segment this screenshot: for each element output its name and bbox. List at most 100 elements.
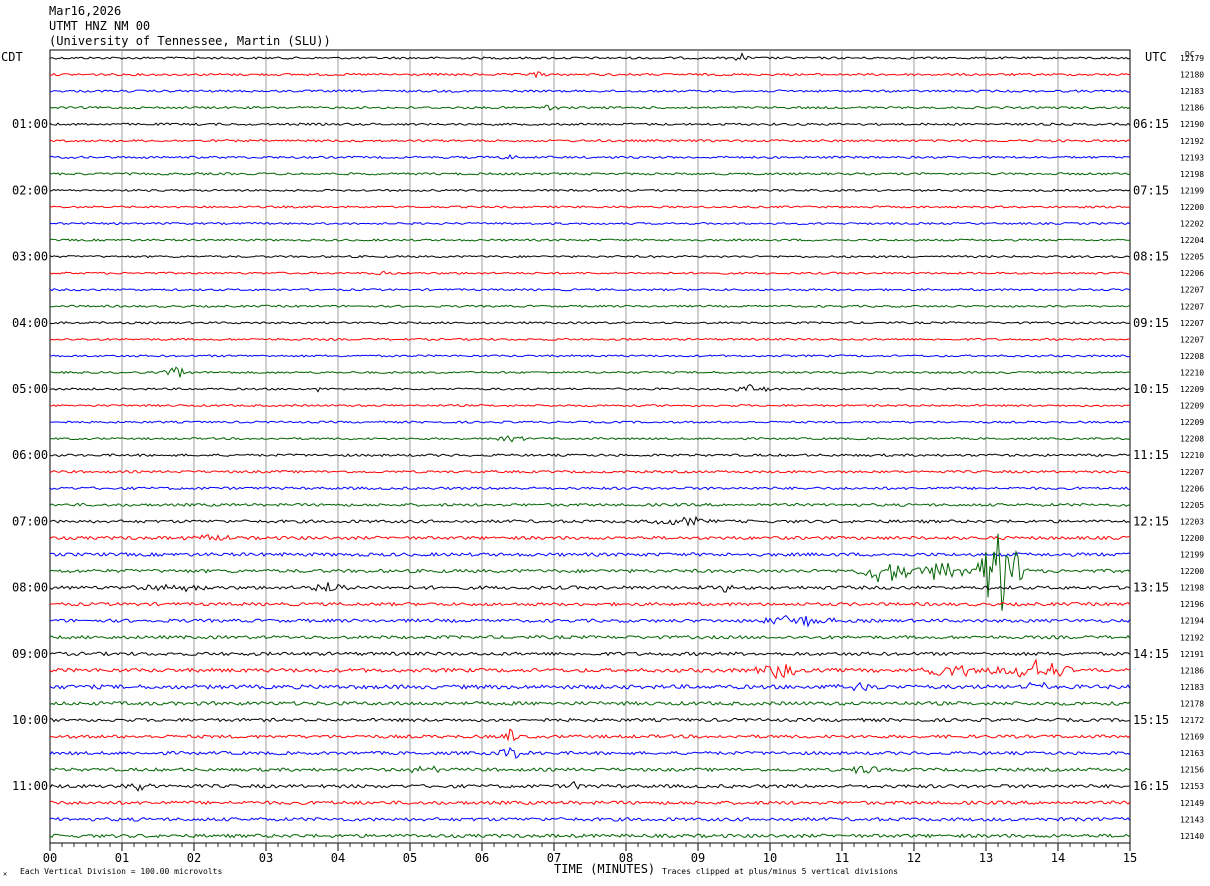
dc-offset-label: 12190: [1180, 120, 1204, 129]
trace-line: [49, 122, 1131, 127]
trace-line: [49, 205, 1131, 209]
trace-line: [49, 614, 1131, 628]
dc-offset-label: 12193: [1180, 153, 1204, 162]
dc-offset-label: 12210: [1180, 368, 1204, 377]
left-time-label: 04:00: [12, 316, 48, 330]
right-time-label: 12:15: [1133, 514, 1169, 528]
trace-line: [49, 321, 1131, 325]
dc-offset-label: 12180: [1180, 71, 1204, 80]
x-tick-label: 01: [115, 851, 129, 865]
dc-offset-label: 12192: [1180, 137, 1204, 146]
scale-note: Each Vertical Division = 100.00 microvol…: [20, 867, 222, 876]
right-time-label: 15:15: [1133, 713, 1169, 727]
dc-offset-label: 12179: [1180, 54, 1204, 63]
trace-line: [49, 221, 1131, 226]
right-time-label: 14:15: [1133, 647, 1169, 661]
trace-line: [49, 816, 1131, 822]
dc-offset-label: 12196: [1180, 600, 1204, 609]
left-time-label: 06:00: [12, 448, 48, 462]
left-time-label: 07:00: [12, 514, 48, 528]
dc-offset-label: 12143: [1180, 815, 1204, 824]
x-tick-label: 04: [331, 851, 345, 865]
trace-line: [49, 153, 1131, 160]
x-tick-label: 12: [907, 851, 921, 865]
trace-line: [49, 435, 1131, 443]
trace-line: [49, 238, 1131, 242]
dc-offset-label: 12153: [1180, 782, 1204, 791]
trace-line: [49, 384, 1131, 393]
trace-line: [49, 52, 1131, 62]
dc-offset-label: 12210: [1180, 451, 1204, 460]
trace-line: [49, 139, 1131, 143]
dc-offset-label: 12207: [1180, 335, 1204, 344]
trace-line: [49, 717, 1131, 723]
dc-offset-label: 12156: [1180, 766, 1204, 775]
left-time-label: 05:00: [12, 382, 48, 396]
right-time-label: 07:15: [1133, 183, 1169, 197]
date-label: Mar16,2026: [49, 4, 121, 18]
dc-offset-label: 12209: [1180, 402, 1204, 411]
trace-line: [49, 746, 1131, 760]
left-time-label: 02:00: [12, 183, 48, 197]
trace-line: [49, 728, 1131, 742]
dc-offset-label: 12206: [1180, 484, 1204, 493]
dc-offset-label: 12169: [1180, 733, 1204, 742]
plot-frame: [49, 49, 1131, 844]
x-tick-label: 00: [43, 851, 57, 865]
left-time-label: 08:00: [12, 581, 48, 595]
left-time-label: 03:00: [12, 250, 48, 264]
dc-offset-label: 12205: [1180, 253, 1204, 262]
trace-line: [50, 403, 1131, 408]
trace-line: [49, 188, 1131, 193]
dc-offset-label: 12191: [1180, 650, 1204, 659]
dc-offset-label: 12199: [1180, 186, 1204, 195]
dc-offset-label: 12183: [1180, 87, 1204, 96]
dc-offset-label: 12198: [1180, 584, 1204, 593]
trace-line: [49, 765, 1130, 775]
clip-note: Traces clipped at plus/minus 5 vertical …: [662, 867, 898, 876]
x-tick-label: 03: [259, 851, 273, 865]
dc-offset-label: 12186: [1180, 104, 1204, 113]
dc-offset-label: 12207: [1180, 302, 1204, 311]
dc-offset-label: 12183: [1180, 683, 1204, 692]
dc-offset-label: 12149: [1180, 799, 1204, 808]
right-time-label: 06:15: [1133, 117, 1169, 131]
dc-offset-label: 12207: [1180, 319, 1204, 328]
x-tick-label: 13: [979, 851, 993, 865]
dc-offset-label: 12206: [1180, 269, 1204, 278]
network-label: (University of Tennessee, Martin (SLU)): [49, 34, 331, 48]
minute-grid: 00 01 02 03 04 05 06 07 08 09 10 11 12 13 14 15: [43, 49, 1137, 865]
trace-line: [49, 255, 1131, 259]
trace-line: [49, 515, 1131, 527]
trace-line: [49, 270, 1131, 276]
trace-line: [49, 104, 1131, 111]
dc-offset-label: 12204: [1180, 236, 1204, 245]
trace-line: [49, 651, 1131, 657]
dc-offset-label: 12209: [1180, 418, 1204, 427]
dc-offset-label: 12208: [1180, 352, 1204, 361]
trace-line: [49, 337, 1131, 341]
trace-line: [49, 533, 1131, 611]
dc-offset-label: 12200: [1180, 534, 1204, 543]
trace-line: [49, 833, 1131, 839]
traces: 12179 12180 12183 12186 12190 12192 12193 12198…: [49, 52, 1204, 841]
dc-header: DC: [1185, 50, 1195, 59]
trace-line: [49, 780, 1131, 792]
dc-offset-label: 12186: [1180, 666, 1204, 675]
dc-offset-label: 12205: [1180, 501, 1204, 510]
trace-line: [49, 366, 1131, 378]
x-tick-label: 08: [619, 851, 633, 865]
left-time-label: 09:00: [12, 647, 48, 661]
trace-line: [50, 354, 1131, 358]
dc-offset-label: 12207: [1180, 286, 1204, 295]
dc-offset-label: 12192: [1180, 633, 1204, 642]
right-timezone: UTC: [1145, 50, 1167, 64]
trace-line: [49, 681, 1131, 692]
left-time-label: 11:00: [12, 779, 48, 793]
right-time-label: 11:15: [1133, 448, 1169, 462]
dc-offset-label: 12194: [1180, 617, 1204, 626]
x-tick-label: 07: [547, 851, 561, 865]
trace-line: [49, 700, 1131, 707]
trace-line: [49, 287, 1131, 292]
